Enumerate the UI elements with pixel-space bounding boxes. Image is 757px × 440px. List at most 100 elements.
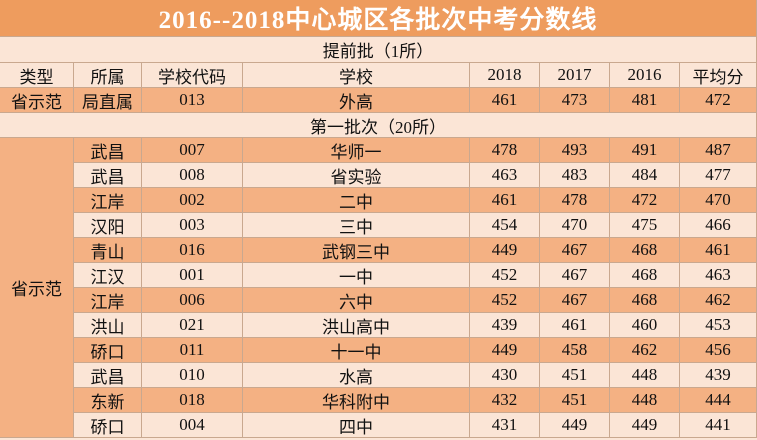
column-header: 类型 [0,63,74,88]
table-cell: 010 [142,363,243,388]
table-cell: 461 [540,313,610,338]
table-cell: 华师一 [243,138,470,163]
section-label: 第一批次（20所） [0,113,757,138]
table-cell: 007 [142,138,243,163]
table-cell: 449 [470,238,540,263]
table-cell: 三中 [243,213,470,238]
column-header: 2018 [470,63,540,88]
table-cell: 449 [610,413,680,438]
table-cell: 493 [540,138,610,163]
table-cell: 463 [680,263,757,288]
table-cell: 472 [680,88,757,113]
type-cell: 省示范 [0,138,74,438]
column-header: 所属 [74,63,142,88]
table-cell: 002 [142,188,243,213]
table-cell: 硚口 [74,413,142,438]
table-cell: 477 [680,163,757,188]
column-header: 2017 [540,63,610,88]
table-cell: 460 [610,313,680,338]
table-cell: 467 [540,238,610,263]
table-cell: 六中 [243,288,470,313]
table-cell: 省实验 [243,163,470,188]
table-cell: 洪山 [74,313,142,338]
table-cell: 468 [610,288,680,313]
column-header: 2016 [610,63,680,88]
table-cell: 008 [142,163,243,188]
table-cell: 硚口 [74,338,142,363]
table-cell: 451 [540,388,610,413]
table-cell: 武钢三中 [243,238,470,263]
table-cell: 武昌 [74,363,142,388]
table-cell: 458 [540,338,610,363]
table-cell: 478 [470,138,540,163]
table-cell: 467 [540,288,610,313]
table-cell: 448 [610,388,680,413]
table-cell: 487 [680,138,757,163]
table-cell: 452 [470,288,540,313]
table-cell: 江汉 [74,263,142,288]
table-cell: 四中 [243,413,470,438]
table-cell: 470 [680,188,757,213]
table-cell: 491 [610,138,680,163]
table-cell: 省示范 [0,88,74,113]
table-cell: 472 [610,188,680,213]
table-cell: 武昌 [74,163,142,188]
table-cell: 462 [680,288,757,313]
table-cell: 水高 [243,363,470,388]
table-cell: 441 [680,413,757,438]
table-cell: 451 [540,363,610,388]
table-cell: 004 [142,413,243,438]
table-cell: 武昌 [74,138,142,163]
table-cell: 449 [540,413,610,438]
table-cell: 001 [142,263,243,288]
table-cell: 江岸 [74,188,142,213]
table-cell: 十一中 [243,338,470,363]
table-cell: 461 [470,188,540,213]
table-cell: 431 [470,413,540,438]
table-cell: 468 [610,238,680,263]
column-header: 学校 [243,63,470,88]
table-cell: 东新 [74,388,142,413]
table-cell: 一中 [243,263,470,288]
table-cell: 452 [470,263,540,288]
table-cell: 二中 [243,188,470,213]
table-cell: 华科附中 [243,388,470,413]
table-cell: 463 [470,163,540,188]
table-cell: 430 [470,363,540,388]
table-cell: 013 [142,88,243,113]
table-cell: 462 [610,338,680,363]
table-cell: 444 [680,388,757,413]
table-cell: 478 [540,188,610,213]
table-cell: 016 [142,238,243,263]
table-cell: 470 [540,213,610,238]
table-cell: 018 [142,388,243,413]
table-cell: 006 [142,288,243,313]
table-cell: 481 [610,88,680,113]
table-cell: 473 [540,88,610,113]
table-cell: 453 [680,313,757,338]
table-cell: 011 [142,338,243,363]
sheet-title: 2016--2018中心城区各批次中考分数线 [0,0,757,37]
table-cell: 461 [680,238,757,263]
table-cell: 江岸 [74,288,142,313]
table-cell: 484 [610,163,680,188]
table-cell: 456 [680,338,757,363]
table-cell: 青山 [74,238,142,263]
table-cell: 449 [470,338,540,363]
column-header: 平均分 [680,63,757,88]
section-label: 提前批（1所） [0,37,757,63]
table-cell: 461 [470,88,540,113]
table-cell: 洪山高中 [243,313,470,338]
table-cell: 439 [470,313,540,338]
table-cell: 外高 [243,88,470,113]
table-cell: 468 [610,263,680,288]
table-cell: 439 [680,363,757,388]
table-cell: 466 [680,213,757,238]
table-cell: 448 [610,363,680,388]
table-cell: 432 [470,388,540,413]
table-cell: 021 [142,313,243,338]
table-cell: 483 [540,163,610,188]
table-cell: 局直属 [74,88,142,113]
table-cell: 454 [470,213,540,238]
